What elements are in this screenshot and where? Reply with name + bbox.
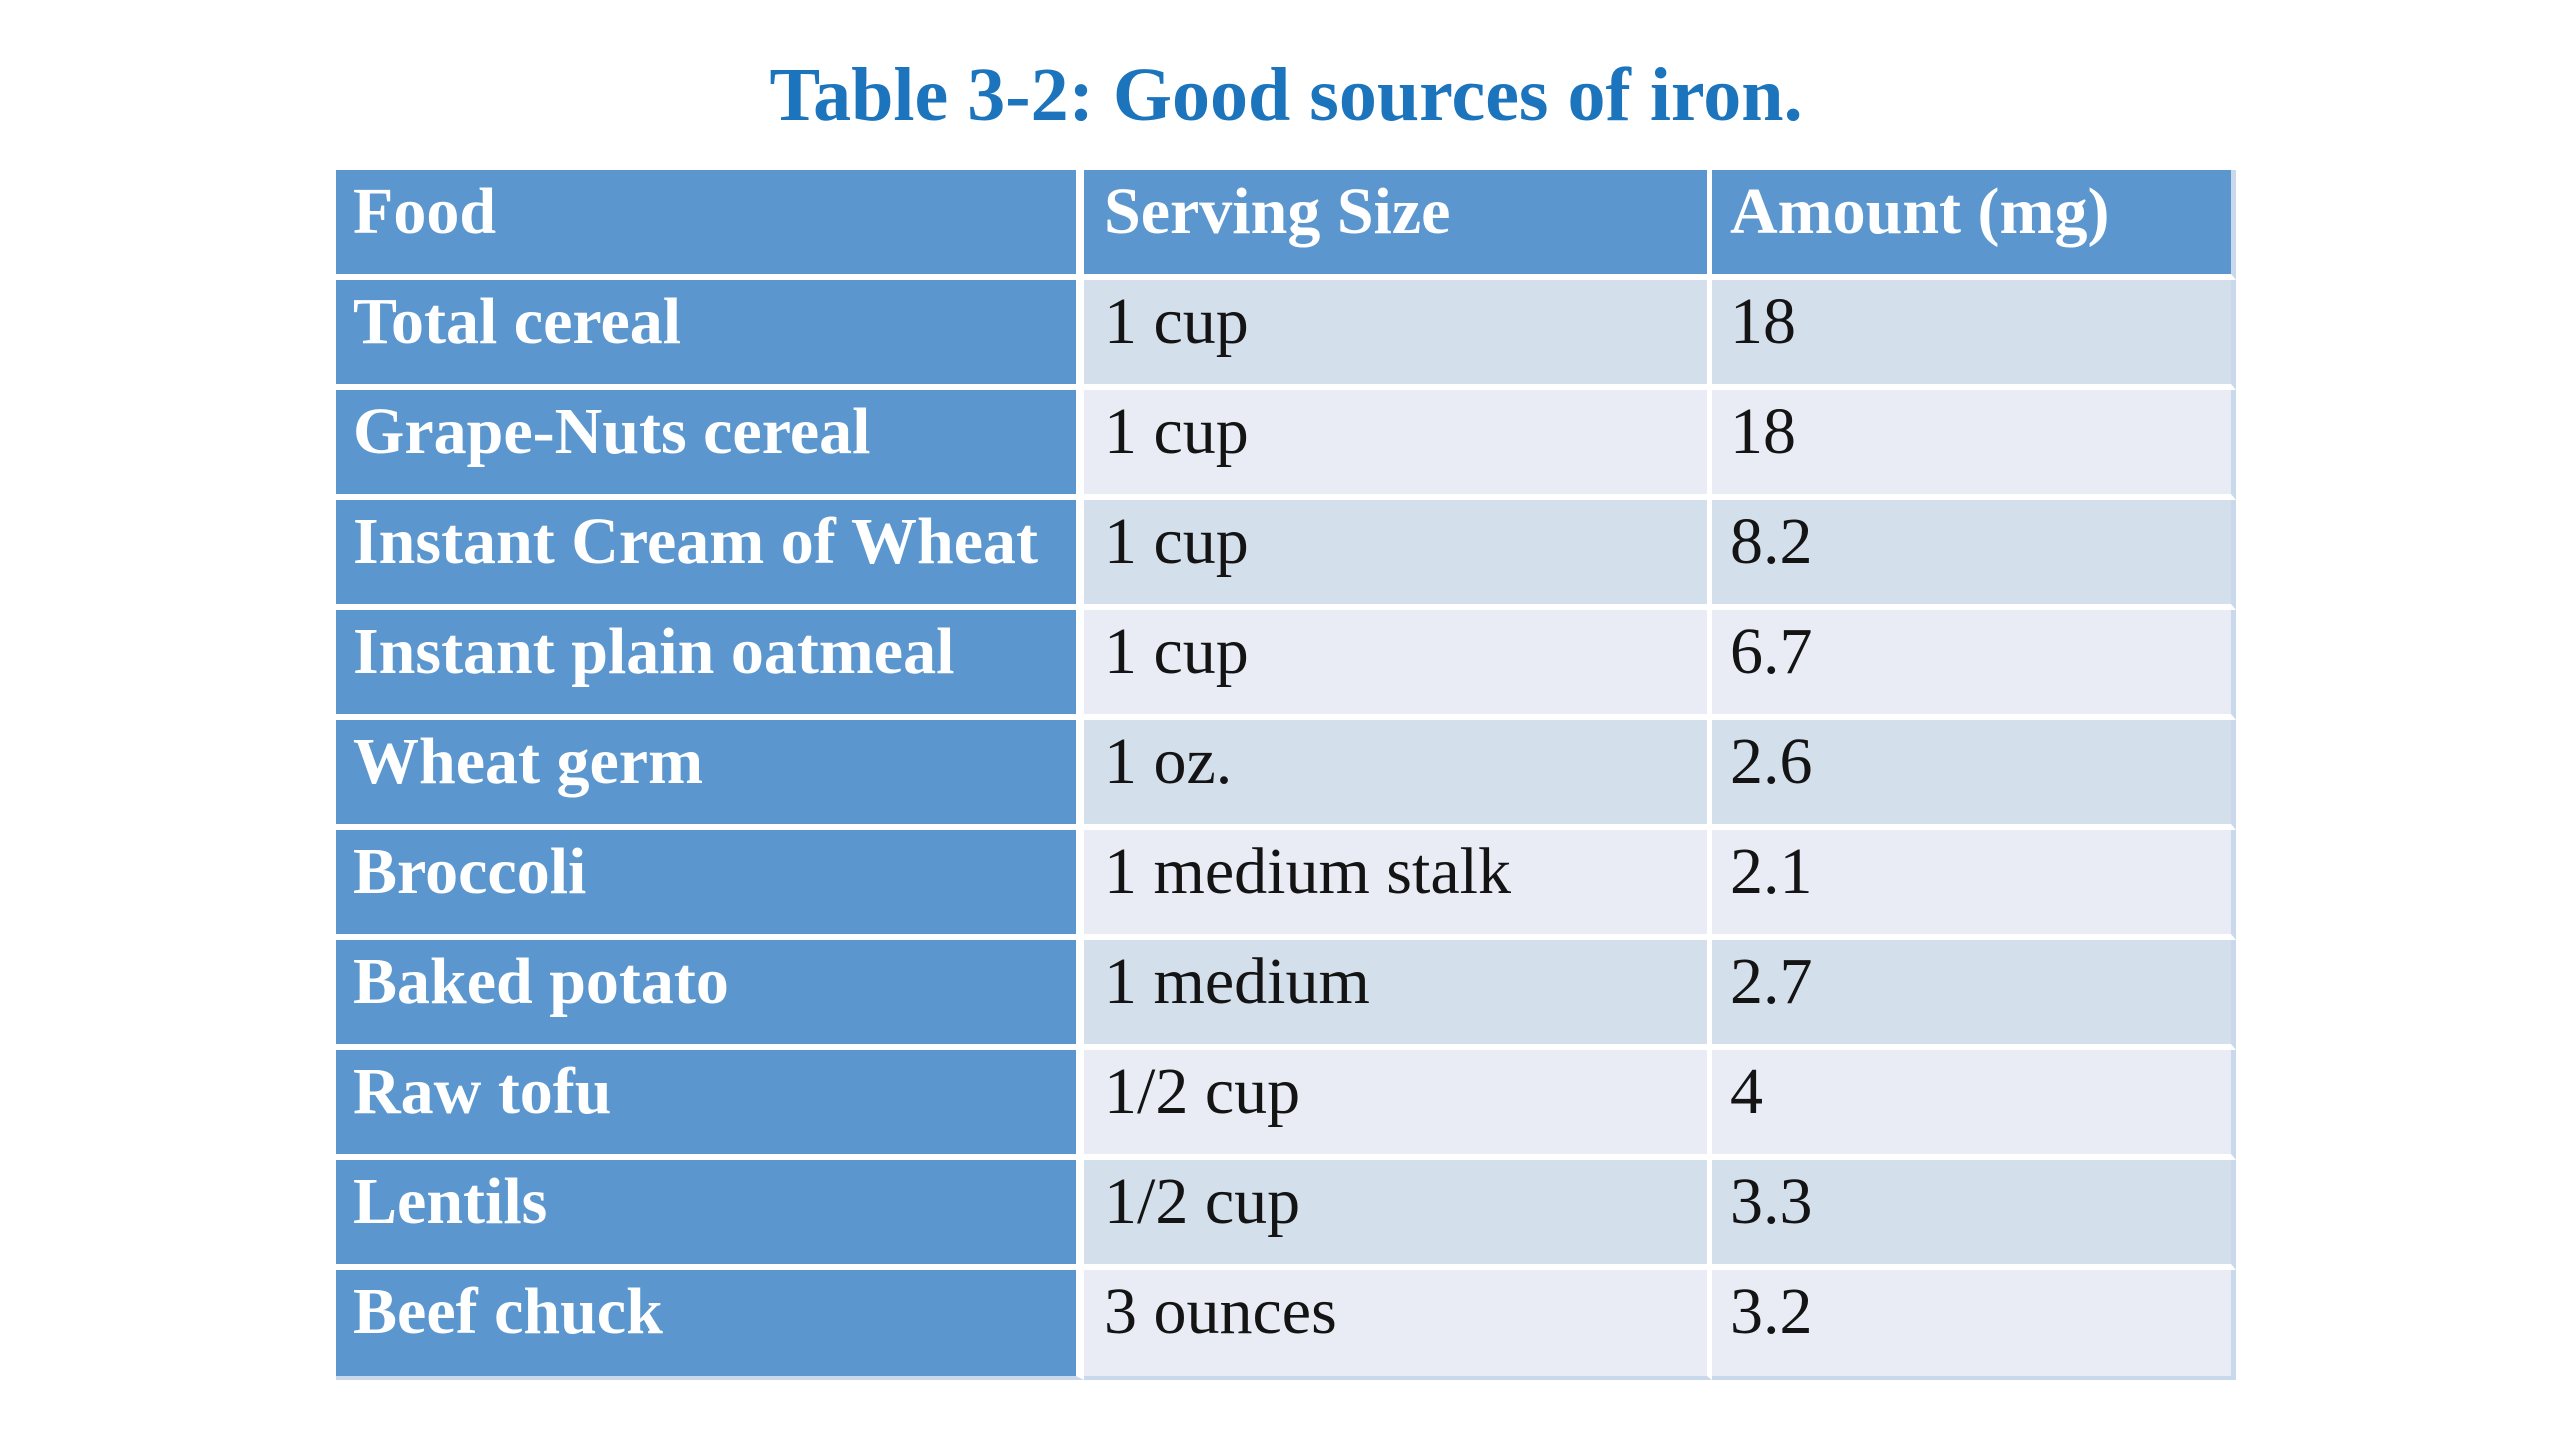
serving-cell: 1 medium stalk: [1084, 830, 1712, 940]
serving-cell: 3 ounces: [1084, 1270, 1712, 1380]
table-title: Table 3-2: Good sources of iron.: [769, 53, 1803, 137]
serving-cell: 1 cup: [1084, 390, 1712, 500]
header-cell-serving: Serving Size: [1084, 170, 1712, 280]
amount-cell: 3.2: [1712, 1270, 2236, 1380]
amount-cell: 6.7: [1712, 610, 2236, 720]
serving-cell: 1 oz.: [1084, 720, 1712, 830]
amount-cell: 2.1: [1712, 830, 2236, 940]
table-row: Baked potato 1 medium 2.7: [336, 940, 2236, 1050]
header-row: Food Serving Size Amount (mg): [336, 170, 2236, 280]
food-cell: Instant Cream of Wheat: [336, 500, 1084, 610]
food-cell: Total cereal: [336, 280, 1084, 390]
serving-cell: 1 cup: [1084, 280, 1712, 390]
food-cell: Raw tofu: [336, 1050, 1084, 1160]
table-row: Instant Cream of Wheat 1 cup 8.2: [336, 500, 2236, 610]
amount-cell: 2.6: [1712, 720, 2236, 830]
food-cell: Instant plain oatmeal: [336, 610, 1084, 720]
food-cell: Baked potato: [336, 940, 1084, 1050]
food-cell: Wheat germ: [336, 720, 1084, 830]
food-cell: Grape-Nuts cereal: [336, 390, 1084, 500]
amount-cell: 2.7: [1712, 940, 2236, 1050]
header-cell-food: Food: [336, 170, 1084, 280]
table-row: Instant plain oatmeal 1 cup 6.7: [336, 610, 2236, 720]
food-cell: Broccoli: [336, 830, 1084, 940]
serving-cell: 1/2 cup: [1084, 1160, 1712, 1270]
table-row: Grape-Nuts cereal 1 cup 18: [336, 390, 2236, 500]
amount-cell: 18: [1712, 280, 2236, 390]
serving-cell: 1 cup: [1084, 610, 1712, 720]
table-row: Raw tofu 1/2 cup 4: [336, 1050, 2236, 1160]
amount-cell: 3.3: [1712, 1160, 2236, 1270]
serving-cell: 1 cup: [1084, 500, 1712, 610]
food-cell: Lentils: [336, 1160, 1084, 1270]
amount-cell: 18: [1712, 390, 2236, 500]
table-row: Total cereal 1 cup 18: [336, 280, 2236, 390]
table-row: Wheat germ 1 oz. 2.6: [336, 720, 2236, 830]
table-row: Lentils 1/2 cup 3.3: [336, 1160, 2236, 1270]
amount-cell: 8.2: [1712, 500, 2236, 610]
amount-cell: 4: [1712, 1050, 2236, 1160]
table-row: Broccoli 1 medium stalk 2.1: [336, 830, 2236, 940]
header-cell-amount: Amount (mg): [1712, 170, 2236, 280]
serving-cell: 1/2 cup: [1084, 1050, 1712, 1160]
serving-cell: 1 medium: [1084, 940, 1712, 1050]
iron-sources-table: Food Serving Size Amount (mg) Total cere…: [336, 170, 2236, 1380]
table-row: Beef chuck 3 ounces 3.2: [336, 1270, 2236, 1380]
food-cell: Beef chuck: [336, 1270, 1084, 1380]
